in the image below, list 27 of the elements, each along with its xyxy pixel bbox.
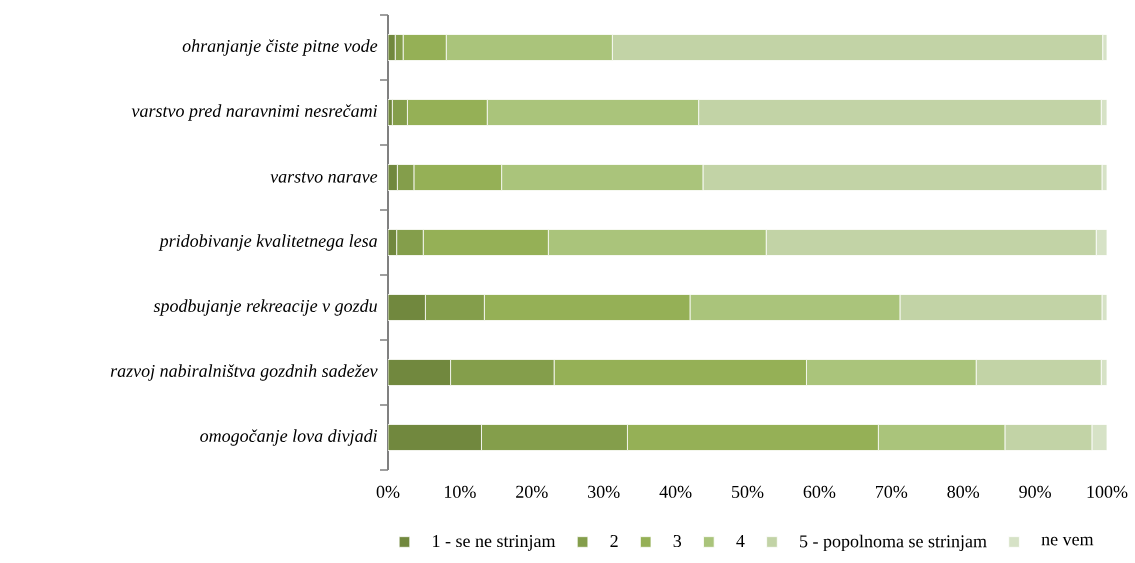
bar: [388, 359, 451, 386]
legend-label: 1 - se ne strinjam: [433, 535, 556, 551]
bar: [388, 294, 426, 321]
legend-label: ne vem: [1041, 536, 1094, 546]
bar: [388, 424, 482, 451]
x-tick-label: 0%: [376, 485, 400, 498]
y-tick-label: pridobivanje kvalitetnega lesa: [158, 234, 377, 251]
y-tick-label: razvoj nabiralništva gozdnih sadežev: [110, 364, 378, 381]
x-tick-label: 80%: [947, 485, 980, 498]
y-tick-label: omogočanje lova divjadi: [200, 429, 378, 446]
x-tick-label: 20%: [516, 485, 548, 498]
x-tick-label: 50%: [732, 485, 764, 498]
y-tick-label: varstvo narave: [270, 172, 378, 183]
y-tick-label: ohranjanje čiste pitne vode: [182, 39, 378, 56]
x-tick-label: 70%: [875, 485, 908, 498]
x-tick-label: 30%: [588, 485, 620, 498]
x-tick-label: 60%: [803, 485, 836, 498]
x-tick-label: 100%: [1087, 485, 1128, 498]
x-tick-label: 90%: [1019, 485, 1051, 498]
y-tick-label: spodbujanje rekreacije v gozdu: [153, 299, 377, 316]
y-tick-label: varstvo pred naravnimi nesrečami: [131, 104, 378, 121]
legend-label: 5 - popolnoma se strinjam: [800, 534, 987, 552]
legend-label: 2: [610, 535, 618, 547]
x-tick-label: 40%: [659, 485, 692, 498]
legend-label: 3: [673, 535, 682, 548]
x-tick-label: 10%: [445, 485, 476, 498]
legend-label: 4: [736, 535, 745, 547]
